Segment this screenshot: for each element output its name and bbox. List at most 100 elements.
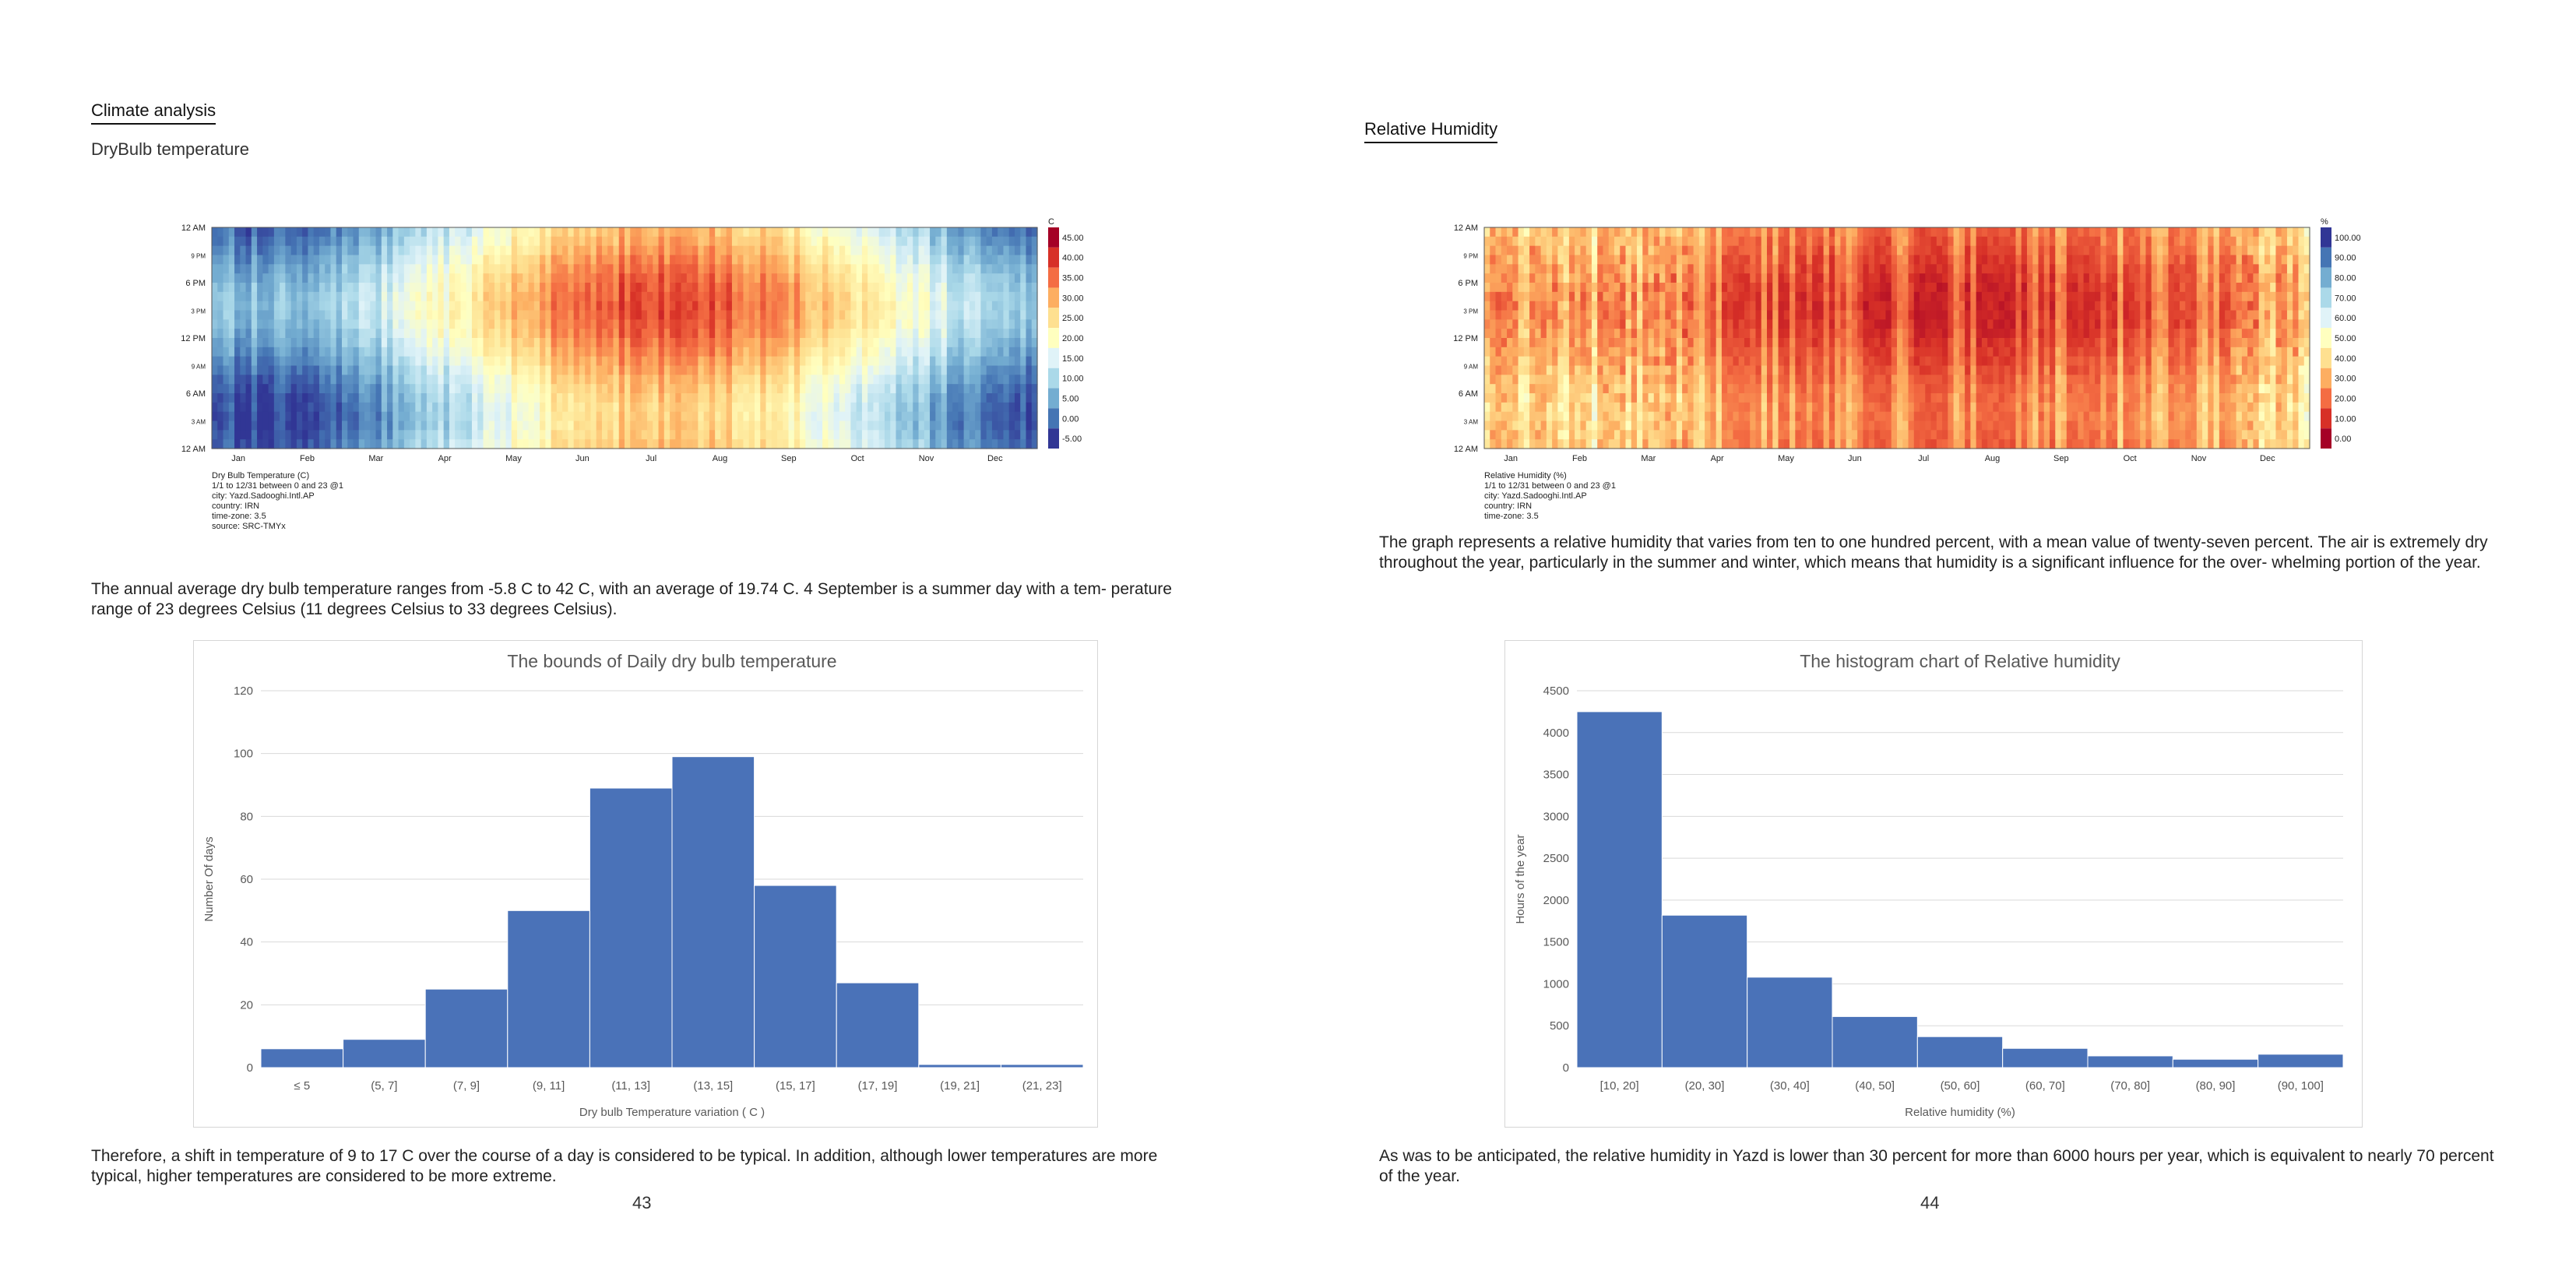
humidity-description: The graph represents a relative humidity… xyxy=(1379,533,2488,572)
legend-value: 10.00 xyxy=(1062,375,1084,384)
legend-value: 50.00 xyxy=(2335,334,2356,343)
x-tick-label: Apr xyxy=(1711,454,1724,463)
x-tick-label: (13, 15] xyxy=(693,1079,733,1093)
x-tick-label: Jul xyxy=(646,454,656,463)
legend-swatch xyxy=(1048,368,1059,389)
legend-swatch xyxy=(1048,267,1059,288)
right-page: Relative Humidity 12 AM 9 PM 6 PM 3 PM 12 PM… xyxy=(1288,0,2576,1288)
y-tick-label: 9 PM xyxy=(1463,253,1478,260)
x-tick-label: Jan xyxy=(231,454,245,463)
y-tick-label: 12 AM xyxy=(1454,445,1478,454)
legend-swatch xyxy=(2321,428,2331,449)
y-tick-label: 12 PM xyxy=(1453,334,1478,343)
x-tick-label: May xyxy=(505,454,522,463)
legend-swatch xyxy=(1048,308,1059,329)
y-tick-label: 12 PM xyxy=(181,334,206,343)
section-subheading: DryBulb temperature xyxy=(91,139,249,159)
bar xyxy=(2002,1047,2089,1068)
y-tick-label: 3 PM xyxy=(1463,308,1478,315)
legend-value: 0.00 xyxy=(2335,435,2351,444)
x-tick-label: Oct xyxy=(2124,454,2137,463)
y-tick-label: 0 xyxy=(247,1061,253,1075)
x-tick-label: ≤ 5 xyxy=(294,1079,310,1093)
heatmap-frame xyxy=(211,227,1038,449)
bar xyxy=(2258,1054,2344,1068)
x-tick-label: (7, 9] xyxy=(453,1079,480,1093)
x-tick-label: (5, 7] xyxy=(371,1079,397,1093)
x-tick-label: (50, 60] xyxy=(1941,1079,1980,1093)
y-tick-label: 3 AM xyxy=(192,419,206,426)
bar xyxy=(343,1039,426,1068)
y-tick-label: 60 xyxy=(240,873,253,886)
drybulb-histogram: The bounds of Daily dry bulb temperature… xyxy=(202,651,1084,1119)
legend-swatch xyxy=(1048,227,1059,248)
caption-line: city: Yazd.Sadooghi.Intl.AP xyxy=(1484,491,1587,501)
bar xyxy=(1576,711,1663,1068)
legend-value: 10.00 xyxy=(2335,414,2356,424)
humidity-conclusion: As was to be anticipated, the relative h… xyxy=(1379,1147,2494,1185)
x-tick-label: (60, 70] xyxy=(2025,1079,2065,1093)
x-tick-label: (19, 21] xyxy=(940,1079,980,1093)
x-tick-label: (11, 13] xyxy=(611,1079,650,1093)
legend-value: 0.00 xyxy=(1062,414,1079,424)
chart-title: The bounds of Daily dry bulb temperature xyxy=(507,651,836,671)
legend-swatch xyxy=(2321,368,2331,389)
x-tick-label: Jun xyxy=(575,454,589,463)
legend-value: 20.00 xyxy=(1062,334,1084,343)
legend-swatch xyxy=(1048,408,1059,429)
x-tick-label: (90, 100] xyxy=(2278,1079,2324,1093)
y-tick-label: 500 xyxy=(1550,1019,1569,1033)
drybulb-description: The annual average dry bulb temperature … xyxy=(91,580,1172,618)
bar xyxy=(1747,977,1833,1068)
left-page: Climate analysis DryBulb temperature 12 … xyxy=(91,100,1172,1212)
bar xyxy=(2172,1058,2259,1068)
bar xyxy=(918,1064,1001,1068)
y-axis-label: Hours of the year xyxy=(1514,834,1527,924)
x-tick-label: May xyxy=(1778,454,1794,463)
legend-value: -5.00 xyxy=(1062,435,1082,444)
humidity-histogram-frame: The histogram chart of Relative humidity… xyxy=(1504,640,2363,1128)
x-tick-label: (20, 30] xyxy=(1685,1079,1725,1093)
page-number: 44 xyxy=(1920,1193,1940,1212)
page-heading: Climate analysis xyxy=(91,100,216,125)
chart-title: The histogram chart of Relative humidity xyxy=(1800,651,2120,671)
y-tick-label: 12 AM xyxy=(181,445,206,454)
x-tick-label: Apr xyxy=(438,454,452,463)
bar xyxy=(1661,914,1748,1068)
humidity-histogram: The histogram chart of Relative humidity… xyxy=(1514,651,2344,1119)
caption-line: Relative Humidity (%) xyxy=(1484,471,1567,480)
bar xyxy=(589,787,673,1068)
x-tick-label: Jul xyxy=(1918,454,1929,463)
bar xyxy=(507,910,590,1068)
drybulb-conclusion: Therefore, a shift in temperature of 9 t… xyxy=(91,1147,1158,1185)
x-tick-label: Aug xyxy=(713,454,728,463)
bar xyxy=(424,988,509,1068)
bar xyxy=(671,756,755,1068)
caption-line: 1/1 to 12/31 between 0 and 23 @1 xyxy=(212,481,343,491)
legend-swatch xyxy=(2321,227,2331,248)
y-tick-label: 1500 xyxy=(1543,936,1569,949)
x-tick-label: Jun xyxy=(1848,454,1862,463)
legend-value: 80.00 xyxy=(2335,274,2356,283)
y-tick-label: 6 AM xyxy=(186,389,206,399)
y-tick-label: 3 AM xyxy=(1464,419,1479,426)
y-tick-label: 120 xyxy=(234,684,253,698)
legend-value: 35.00 xyxy=(1062,274,1084,283)
x-tick-label: (70, 80] xyxy=(2110,1079,2150,1093)
y-tick-label: 100 xyxy=(234,748,253,761)
legend-swatch xyxy=(1048,347,1059,368)
bar xyxy=(1832,1015,1918,1068)
y-tick-label: 3 PM xyxy=(191,308,206,315)
heatmap-frame xyxy=(1483,227,2310,449)
y-tick-label: 9 AM xyxy=(1464,364,1479,371)
legend-swatch xyxy=(2321,328,2331,348)
y-tick-label: 1000 xyxy=(1543,977,1569,991)
temperature-cells xyxy=(212,227,1038,449)
y-tick-label: 12 AM xyxy=(181,223,206,233)
x-tick-label: (17, 19] xyxy=(858,1079,898,1093)
x-tick-label: (15, 17] xyxy=(776,1079,815,1093)
x-tick-label: Mar xyxy=(1641,454,1656,463)
caption-line: time-zone: 3.5 xyxy=(1484,512,1539,521)
y-tick-label: 9 PM xyxy=(191,253,206,260)
y-tick-label: 2500 xyxy=(1543,852,1569,865)
